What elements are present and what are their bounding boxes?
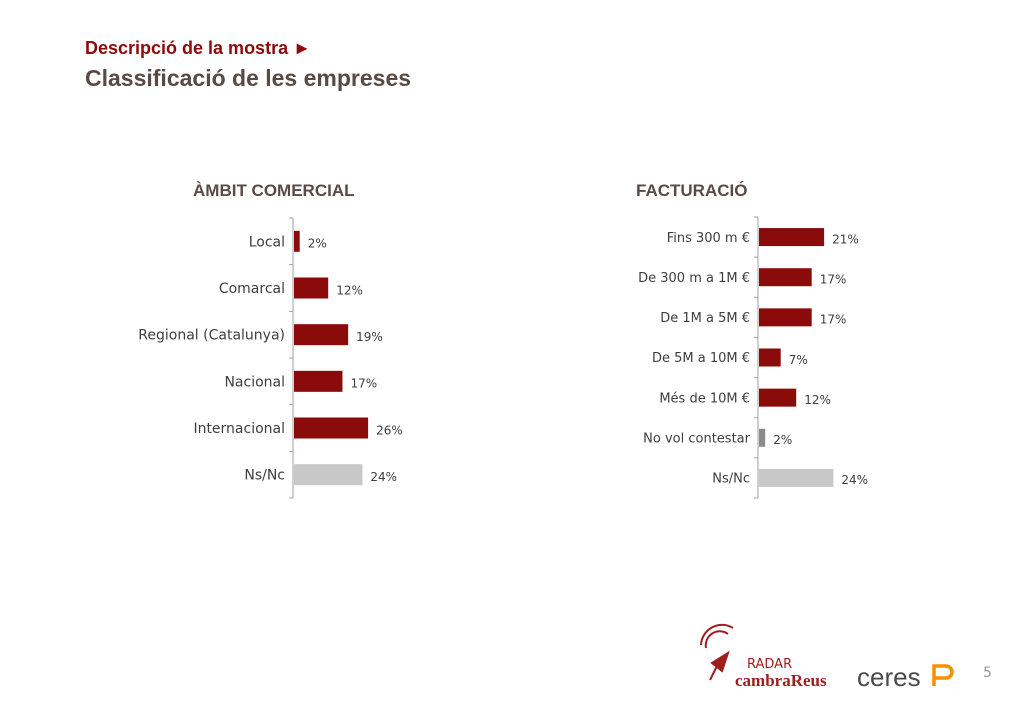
value-label: 12%	[336, 283, 363, 297]
category-label: Nacional	[224, 374, 285, 390]
value-label: 26%	[376, 423, 403, 437]
page-number: 5	[983, 665, 992, 681]
bar	[294, 324, 349, 346]
value-label: 17%	[820, 273, 847, 287]
value-label: 19%	[356, 330, 383, 344]
value-label: 17%	[350, 377, 377, 391]
bar	[294, 230, 300, 252]
category-label: De 1M a 5M €	[660, 311, 750, 326]
bar	[294, 417, 369, 439]
category-label: No vol contestar	[643, 431, 750, 446]
bar	[294, 277, 329, 299]
category-label: Internacional	[193, 421, 285, 437]
ceres-logo: ceres	[857, 662, 954, 692]
category-label: Local	[249, 234, 285, 250]
bar	[759, 348, 781, 367]
value-label: 2%	[773, 433, 792, 447]
radar-cambra-logo: RADAR cambraReus	[700, 623, 827, 690]
cambra-wordmark: cambraReus	[735, 671, 827, 690]
bar	[759, 308, 812, 327]
value-label: 17%	[820, 313, 847, 327]
category-label: De 5M a 10M €	[652, 351, 750, 366]
value-label: 12%	[804, 393, 831, 407]
bar	[759, 228, 825, 247]
bar	[759, 428, 766, 447]
ceres-wordmark: ceres	[857, 662, 921, 692]
section-subtitle: Descripció de la mostra ►	[85, 38, 311, 58]
value-label: 2%	[308, 237, 327, 251]
page-title: Classificació de les empreses	[85, 65, 412, 91]
bar	[294, 464, 363, 486]
bar	[759, 468, 834, 487]
bar	[294, 370, 343, 392]
bar	[759, 268, 812, 287]
value-label: 24%	[370, 470, 397, 484]
value-label: 7%	[789, 353, 808, 367]
category-label: Regional (Catalunya)	[138, 328, 285, 344]
chart-title-ambit: ÀMBIT COMERCIAL	[193, 181, 355, 200]
category-label: Fins 300 m €	[667, 231, 750, 246]
category-label: Més de 10M €	[659, 391, 750, 406]
bar	[759, 388, 797, 407]
category-label: De 300 m a 1M €	[638, 271, 750, 286]
radar-antenna-icon	[700, 623, 734, 681]
radar-wordmark: RADAR	[747, 657, 792, 672]
chart-title-facturacio: FACTURACIÓ	[636, 181, 748, 200]
category-label: Ns/Nc	[712, 472, 750, 487]
value-label: 21%	[832, 232, 859, 246]
value-label: 24%	[841, 473, 868, 487]
category-label: Comarcal	[219, 281, 285, 297]
ceres-flag-icon	[932, 664, 954, 686]
category-label: Ns/Nc	[244, 468, 285, 484]
